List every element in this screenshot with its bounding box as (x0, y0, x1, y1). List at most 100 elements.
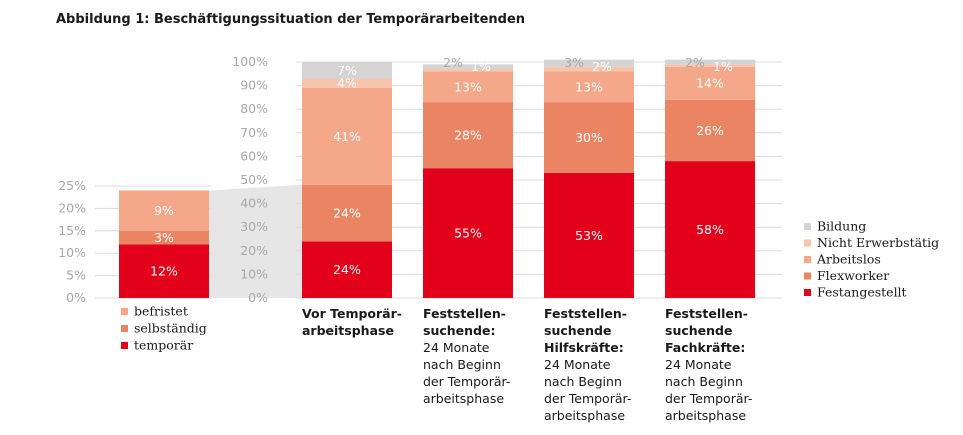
right-y-tick-label: 40% (240, 196, 268, 211)
left-bar-segment-temporär (119, 244, 209, 298)
right-bar-segment-Bildung (544, 59, 634, 67)
right-data-label: 53% (575, 228, 603, 243)
right-data-label: 26% (696, 123, 724, 138)
category-label: Feststellen- (544, 306, 627, 321)
right-bar-segment-Festangestellt (423, 168, 513, 298)
right-data-label: 58% (696, 222, 724, 237)
right-y-tick-label: 10% (240, 266, 268, 281)
category-label: nach Beginn (423, 357, 501, 372)
right-bar-segment-Festangestellt (302, 241, 392, 298)
legend-label: temporär (134, 338, 193, 353)
legend-label: Arbeitslos (816, 252, 881, 267)
right-y-tick-label: 100% (232, 54, 268, 69)
legend-label: Nicht Erwerbstätig (817, 235, 939, 250)
right-data-label: 2% (592, 59, 612, 74)
right-data-label: 41% (333, 129, 361, 144)
right-data-label: 7% (337, 63, 357, 78)
right-y-tick-label: 60% (240, 148, 268, 163)
right-bar-segment-Flexworker (665, 99, 755, 162)
category-label: arbeitsphase (544, 408, 625, 423)
category-label: nach Beginn (665, 374, 743, 389)
right-bar-segment-Flexworker (423, 102, 513, 169)
left-data-label: 3% (154, 230, 174, 245)
category-label: 24 Monate (423, 340, 490, 355)
right-data-label: 2% (685, 55, 705, 70)
right-data-label: 24% (333, 206, 361, 221)
right-bar-segment-Arbeitslos (665, 66, 755, 100)
left-y-tick-label: 20% (58, 200, 86, 215)
legend-label: befristet (134, 304, 188, 319)
category-label: Vor Temporär- (302, 306, 402, 321)
right-bar-segment-Festangestellt (544, 172, 634, 298)
right-bar-segment-Bildung (665, 59, 755, 65)
right-bar-segment-Bildung (302, 62, 392, 79)
right-bar-segment-Arbeitslos (302, 87, 392, 185)
figure-title: Abbildung 1: Beschäftigungssituation der… (56, 12, 526, 27)
category-label: arbeitsphase (665, 408, 746, 423)
legend-label: Flexworker (817, 268, 889, 283)
right-data-label: 4% (337, 76, 357, 91)
category-label: Hilfskräfte: (544, 340, 624, 355)
right-data-label: 28% (454, 128, 482, 143)
legend-label: Bildung (817, 219, 866, 234)
legend-label: Festangestellt (817, 285, 907, 300)
category-label: Feststellen- (665, 306, 748, 321)
right-y-tick-label: 70% (240, 125, 268, 140)
legend-swatch-selbständig (121, 325, 128, 332)
right-bar-segment-Flexworker (302, 184, 392, 242)
right-bar-segment-Nicht Erwerbstätig (302, 78, 392, 88)
right-y-tick-label: 90% (240, 78, 268, 93)
legend-swatch-temporär (121, 342, 128, 349)
right-bar-segment-Nicht Erwerbstätig (544, 66, 634, 72)
right-bar-segment-Nicht Erwerbstätig (665, 64, 755, 67)
legend-swatch-Arbeitslos (804, 256, 811, 263)
right-data-label: 24% (333, 262, 361, 277)
legend-swatch-Nicht Erwerbstätig (804, 239, 811, 247)
left-data-label: 12% (150, 264, 178, 279)
legend-swatch-Bildung (804, 223, 811, 230)
right-data-label: 1% (713, 59, 733, 74)
right-bar-segment-Flexworker (544, 102, 634, 173)
legend-swatch-befristet (121, 308, 128, 315)
right-bar-segment-Arbeitslos (544, 71, 634, 103)
category-label: der Temporär- (544, 391, 631, 406)
right-data-label: 3% (564, 55, 584, 70)
right-data-label: 13% (454, 79, 482, 94)
category-label: Feststellen- (423, 306, 506, 321)
category-label: der Temporär- (423, 374, 510, 389)
category-label: 24 Monate (544, 357, 611, 372)
right-y-tick-label: 50% (240, 172, 268, 187)
category-label: nach Beginn (544, 374, 622, 389)
left-bar-segment-befristet (119, 190, 209, 231)
right-data-label: 2% (443, 55, 463, 70)
category-label: suchende (544, 323, 611, 338)
left-y-tick-label: 10% (58, 245, 86, 260)
zoom-connector (209, 184, 302, 298)
category-label: der Temporär- (665, 391, 752, 406)
legend-label: selbständig (134, 321, 207, 336)
category-label: Fachkräfte: (665, 340, 745, 355)
right-data-label: 1% (471, 59, 491, 74)
left-y-tick-label: 0% (66, 290, 86, 305)
left-y-tick-label: 5% (66, 268, 86, 283)
category-label: suchende (665, 323, 732, 338)
right-data-label: 55% (454, 226, 482, 241)
right-data-label: 30% (575, 130, 603, 145)
right-data-label: 14% (696, 76, 724, 91)
right-bar-segment-Nicht Erwerbstätig (423, 69, 513, 72)
right-y-tick-label: 0% (248, 290, 268, 305)
legend-swatch-Flexworker (804, 272, 811, 280)
right-data-label: 13% (575, 79, 603, 94)
right-y-tick-label: 30% (240, 219, 268, 234)
category-label: 24 Monate (665, 357, 732, 372)
right-bar-segment-Festangestellt (665, 161, 755, 298)
right-y-tick-label: 80% (240, 101, 268, 116)
category-label: arbeitsphase (423, 391, 504, 406)
left-data-label: 9% (154, 203, 174, 218)
right-bar-segment-Arbeitslos (423, 71, 513, 103)
category-label: arbeitsphase (302, 323, 394, 338)
right-bar-segment-Bildung (423, 64, 513, 70)
category-label: suchende: (423, 323, 495, 338)
right-y-tick-label: 20% (240, 243, 268, 258)
